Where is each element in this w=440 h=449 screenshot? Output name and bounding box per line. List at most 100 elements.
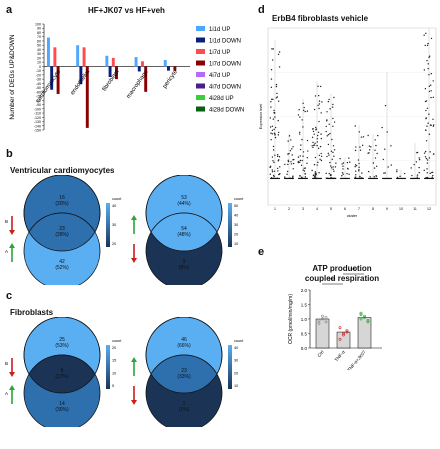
point-d [359,176,361,178]
point-d [346,172,348,175]
point-d [373,167,376,169]
y-tick-label-a: 100 [35,23,41,27]
y-tick-label-a: 90 [37,27,41,31]
point-d [339,157,341,160]
point-d [430,37,433,40]
legend-label-a: 4i28d DOWN [209,108,244,114]
venn-mid-pct: (28%) [55,232,69,238]
arrow-top-head [131,215,137,220]
point-d [432,118,434,120]
bar-a [50,66,54,90]
point-d [319,145,322,148]
bar-a [79,66,83,85]
point-d [329,161,331,164]
point-d [403,172,406,175]
point-d [314,95,317,97]
point-d [272,145,275,148]
color-scale-tick: 30 [234,223,238,227]
point-d [272,174,275,177]
point-d [318,120,320,123]
point-d [384,172,386,174]
point-d [269,166,271,169]
point-d [374,157,377,159]
color-scale-tick: 10 [234,384,238,388]
point-d [333,96,335,99]
point-d [277,100,280,102]
point-d [396,170,398,173]
point-d [292,176,294,178]
color-scale-title: count [234,339,244,343]
panel-c-label: c [6,290,13,302]
point-d [432,124,435,126]
point-d [342,162,345,164]
point-d [272,48,274,50]
point-d [271,48,273,50]
point-d [277,160,279,162]
point-d [306,110,309,112]
point-e [321,314,324,318]
point-d [311,169,313,172]
point-d [306,162,308,165]
point-d [303,170,306,172]
legend-swatch-a [196,60,205,66]
point-d [415,161,418,163]
point-d [423,69,426,71]
point-d [291,148,293,150]
point-d [424,44,426,47]
y-axis-title-d: Expression level [259,104,263,130]
point-e [363,316,366,319]
point-d [432,174,434,177]
point-d [277,53,280,56]
point-d [284,176,286,178]
point-d [312,174,315,177]
point-d [272,160,274,162]
y-tick-label-a: 70 [37,35,41,39]
venn-mid-count: 8 [61,368,64,374]
point-d [367,152,369,154]
point-d [331,158,333,160]
point-d [331,138,333,141]
point-d [287,153,289,155]
point-d [430,84,432,86]
point-d [302,126,304,128]
point-d [314,171,317,173]
point-d [313,133,315,135]
point-d [279,166,281,168]
point-d [361,172,363,174]
point-d [342,173,344,175]
point-d [396,176,399,179]
point-d [299,116,301,118]
point-d [370,146,372,148]
color-scale-tick: 20 [112,346,116,350]
point-d [428,157,431,159]
y-tick-label-a: -10 [36,69,41,73]
point-d [269,117,272,119]
point-d [317,161,319,164]
y-tick-label-a: 10 [37,61,41,65]
point-d [320,112,322,114]
point-d [355,170,357,172]
point-d [333,121,336,123]
point-d [413,163,415,166]
point-d [347,168,349,170]
y-tick-label-a: -30 [36,78,41,82]
venn-mid-pct: (17%) [55,374,69,380]
point-d [270,139,272,141]
point-d [418,166,420,169]
point-d [270,101,272,103]
point-e [363,314,366,318]
point-d [325,172,327,175]
point-d [425,140,428,142]
point-d [428,56,430,59]
point-d [304,110,306,113]
point-d [330,165,332,167]
point-d [424,150,427,153]
point-d [273,170,276,172]
x-tick-label-d: 8 [372,207,374,211]
legend-label-a: 1i1d DOWN [209,39,241,45]
legend-label-a: 4i28d UP [209,96,234,102]
venn-mid-count: 23 [181,368,187,374]
point-d [341,175,343,177]
legend-swatch-a [196,72,205,77]
